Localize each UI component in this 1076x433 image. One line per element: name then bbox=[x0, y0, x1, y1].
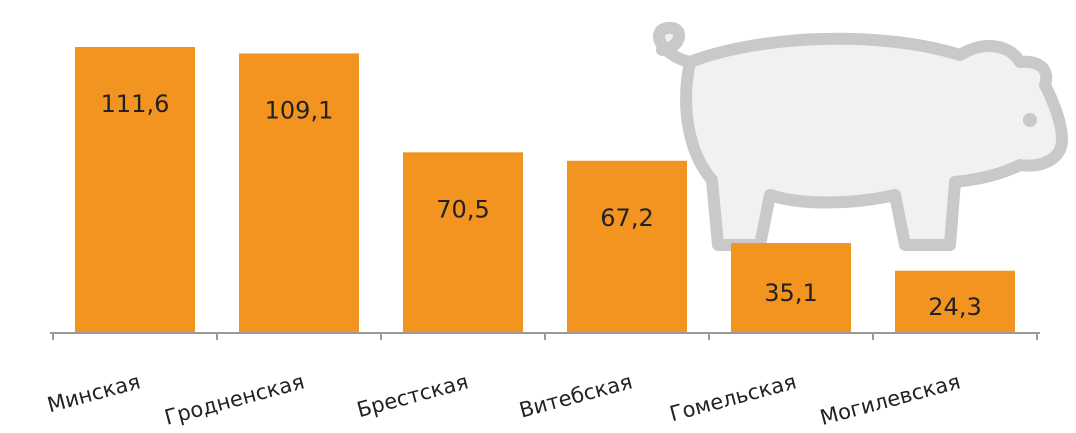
bar bbox=[567, 160, 687, 333]
value-label: 109,1 bbox=[265, 96, 334, 124]
x-tick-label: Могилевская bbox=[817, 369, 962, 429]
bar bbox=[403, 152, 523, 333]
x-tick-label: Гродненская bbox=[162, 369, 307, 429]
value-label: 67,2 bbox=[600, 204, 653, 232]
x-tick-label: Минская bbox=[45, 369, 143, 417]
pig-icon bbox=[653, 22, 1068, 251]
bar bbox=[239, 53, 359, 334]
pig-eye bbox=[1023, 113, 1037, 127]
bar bbox=[895, 270, 1015, 333]
bar bbox=[731, 243, 851, 333]
x-tick-label: Витебская bbox=[517, 369, 635, 422]
value-label: 111,6 bbox=[101, 90, 170, 118]
value-label: 35,1 bbox=[764, 279, 817, 307]
value-label: 70,5 bbox=[436, 195, 489, 223]
bar bbox=[75, 47, 195, 333]
x-tick-label: Брестская bbox=[354, 369, 470, 422]
x-tick-label: Гомельская bbox=[667, 369, 799, 426]
value-label: 24,3 bbox=[928, 293, 981, 321]
